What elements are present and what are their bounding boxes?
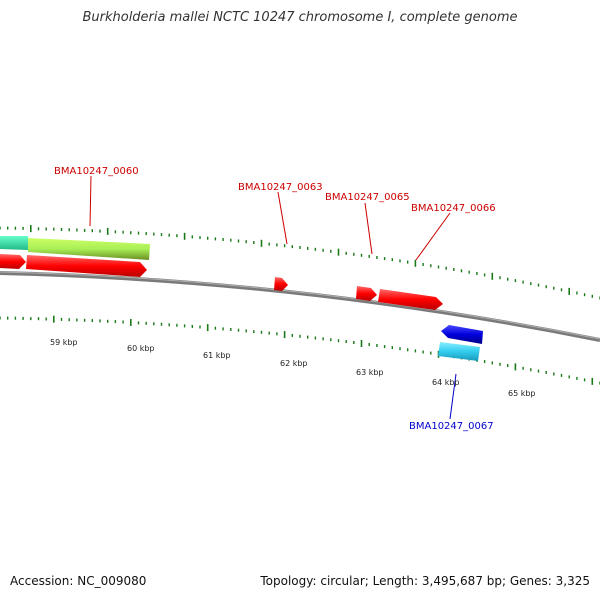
cds-arrow-0065: [356, 286, 377, 301]
scale-label: 63 kbp: [356, 368, 384, 377]
reverse-strand-features: [438, 325, 483, 361]
gene-label[interactable]: BMA10247_0063: [238, 182, 323, 193]
cds-arrow-0066: [378, 289, 443, 310]
cds-arrow-0063: [274, 277, 288, 291]
gene-label[interactable]: BMA10247_0060: [54, 166, 139, 177]
gene-label[interactable]: BMA10247_0067: [409, 421, 494, 432]
gene-label[interactable]: BMA10247_0065: [325, 192, 410, 203]
accession-text: Accession: NC_009080: [10, 574, 147, 588]
teal-feature: [0, 236, 28, 250]
gene-label[interactable]: BMA10247_0066: [411, 203, 496, 214]
scale-label: 65 kbp: [508, 389, 536, 398]
rna-feature-0067: [438, 342, 480, 361]
cds-arrow: [0, 254, 26, 269]
gene-labels: BMA10247_0060 BMA10247_0063 BMA10247_006…: [54, 166, 496, 432]
map-title: Burkholderia mallei NCTC 10247 chromosom…: [82, 10, 518, 25]
scale-label: 61 kbp: [203, 351, 231, 360]
scale-label: 64 kbp: [432, 378, 460, 387]
genome-summary-text: Topology: circular; Length: 3,495,687 bp…: [260, 574, 590, 588]
upper-tick-track: [0, 225, 600, 300]
label-leaders: [89, 175, 457, 420]
genome-backbone: [0, 271, 600, 342]
scale-label: 59 kbp: [50, 338, 78, 347]
scale-label: 60 kbp: [127, 344, 155, 353]
scale-label: 62 kbp: [280, 359, 308, 368]
cds-arrow: [26, 255, 147, 277]
cds-arrow-reverse: [441, 325, 483, 344]
scale-labels: 59 kbp 60 kbp 61 kbp 62 kbp 63 kbp 64 kb…: [50, 338, 536, 398]
rna-feature-0060: [28, 238, 150, 260]
lower-tick-track: [0, 315, 600, 385]
forward-strand-features: [0, 236, 443, 310]
